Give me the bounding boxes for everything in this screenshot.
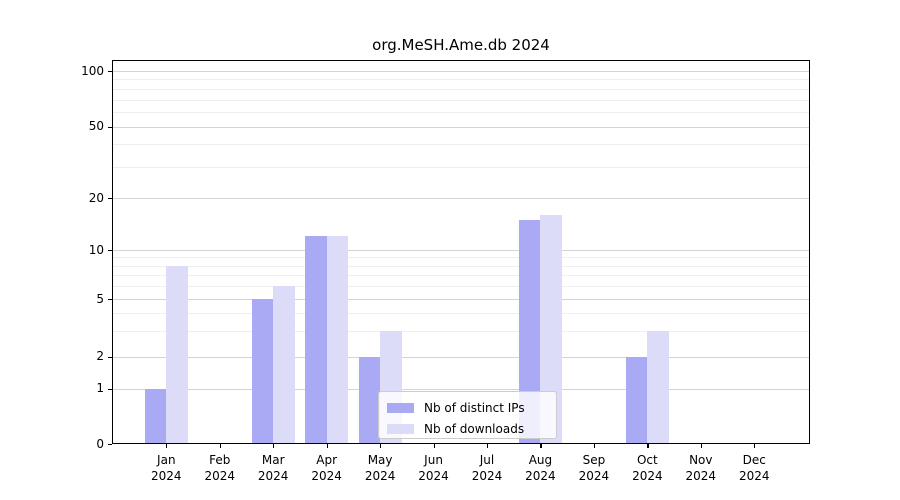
y-tick-mark — [108, 356, 112, 358]
x-tick-label-year: 2024 — [578, 469, 610, 483]
bar-downloads-jan — [166, 265, 188, 444]
gridline-minor — [112, 331, 810, 333]
x-tick-label: Jun 2024 — [404, 452, 464, 484]
legend-label-distinct-ips: Nb of distinct IPs — [424, 400, 525, 415]
x-tick-label-year: 2024 — [738, 469, 770, 483]
bar-downloads-oct — [647, 331, 669, 444]
gridline-minor — [112, 166, 810, 168]
bar-distinct-ips-may — [358, 356, 381, 444]
y-tick-label: 100 — [81, 63, 104, 78]
x-tick-label: Mar 2024 — [243, 452, 303, 484]
gridline-minor — [112, 112, 810, 114]
gridline-major — [112, 198, 810, 200]
x-tick-label: Oct 2024 — [617, 452, 677, 484]
y-tick-mark — [108, 444, 112, 446]
x-tick-label-year: 2024 — [364, 469, 396, 483]
bar-downloads-aug — [540, 214, 562, 444]
plot-area — [112, 60, 810, 444]
x-tick-label-year: 2024 — [525, 469, 556, 483]
legend-item-distinct-ips: Nb of distinct IPs — [387, 397, 548, 418]
bar-distinct-ips-apr — [305, 236, 327, 444]
gridline-major — [112, 71, 810, 72]
y-tick-label: 50 — [88, 119, 104, 134]
y-tick-mark — [108, 198, 112, 200]
gridline-major — [112, 299, 810, 301]
x-tick-label-year: 2024 — [257, 469, 289, 483]
chart-title: org.MeSH.Ame.db 2024 — [372, 36, 550, 54]
x-tick-label: Dec 2024 — [724, 452, 784, 484]
gridline-minor — [112, 99, 810, 101]
y-tick-label: 10 — [88, 242, 104, 257]
gridline-minor — [112, 265, 810, 267]
x-tick-mark — [754, 444, 756, 448]
gridline-major — [112, 250, 810, 251]
x-tick-mark — [326, 444, 328, 448]
y-tick-label: 0 — [96, 436, 104, 451]
x-tick-label-year: 2024 — [471, 469, 503, 483]
y-tick-label: 2 — [96, 349, 104, 363]
x-tick-label: Sep 2024 — [564, 452, 624, 484]
y-tick-mark — [108, 126, 112, 128]
x-tick-mark — [700, 444, 702, 448]
x-tick-label: Nov 2024 — [671, 452, 731, 484]
bar-distinct-ips-jan — [144, 388, 167, 444]
gridline-minor — [112, 257, 810, 259]
bar-downloads-mar — [273, 286, 295, 444]
y-tick-mark — [108, 250, 112, 252]
gridline-minor — [112, 144, 810, 146]
x-tick-mark — [487, 444, 489, 448]
legend-swatch-distinct-ips — [387, 402, 414, 413]
x-tick-label: May 2024 — [350, 452, 410, 484]
bar-distinct-ips-aug — [518, 219, 541, 444]
x-tick-label-year: 2024 — [204, 469, 236, 483]
x-tick-label-year: 2024 — [632, 469, 663, 483]
y-tick-mark — [108, 299, 112, 301]
x-tick-mark — [647, 444, 649, 448]
y-tick-label: 1 — [96, 381, 104, 395]
bar-downloads-apr — [326, 236, 349, 444]
bar-distinct-ips-mar — [251, 299, 274, 444]
legend: Nb of distinct IPs Nb of downloads — [378, 391, 557, 439]
y-tick-label: 20 — [88, 190, 104, 205]
x-tick-mark — [380, 444, 382, 448]
legend-item-downloads: Nb of downloads — [387, 418, 548, 439]
x-tick-mark — [166, 444, 168, 448]
x-tick-label: Apr 2024 — [297, 452, 357, 484]
x-tick-label: Jan 2024 — [136, 452, 196, 484]
gridline-minor — [112, 88, 810, 90]
x-tick-label-year: 2024 — [418, 469, 449, 483]
gridline-major — [112, 126, 810, 128]
gridline-minor — [112, 275, 810, 277]
bar-distinct-ips-oct — [625, 356, 648, 444]
gridline-major — [112, 388, 810, 390]
legend-label-downloads: Nb of downloads — [424, 421, 525, 436]
x-tick-mark — [219, 444, 221, 448]
x-tick-mark — [273, 444, 275, 448]
gridline-minor — [112, 286, 810, 288]
x-tick-label-year: 2024 — [311, 469, 342, 483]
x-tick-label: Jul 2024 — [457, 452, 517, 484]
x-tick-label: Feb 2024 — [190, 452, 250, 484]
y-tick-label: 5 — [96, 291, 104, 306]
x-tick-label: Aug 2024 — [510, 452, 570, 484]
x-tick-label-year: 2024 — [151, 469, 182, 483]
gridline-major — [112, 356, 810, 358]
y-tick-mark — [108, 71, 112, 73]
gridline-minor — [112, 79, 810, 81]
gridline-minor — [112, 313, 810, 315]
x-tick-mark — [433, 444, 435, 448]
x-tick-mark — [593, 444, 596, 448]
x-tick-mark — [540, 444, 542, 448]
legend-swatch-downloads — [387, 423, 414, 434]
x-tick-label-year: 2024 — [685, 469, 717, 483]
y-tick-mark — [108, 388, 112, 390]
